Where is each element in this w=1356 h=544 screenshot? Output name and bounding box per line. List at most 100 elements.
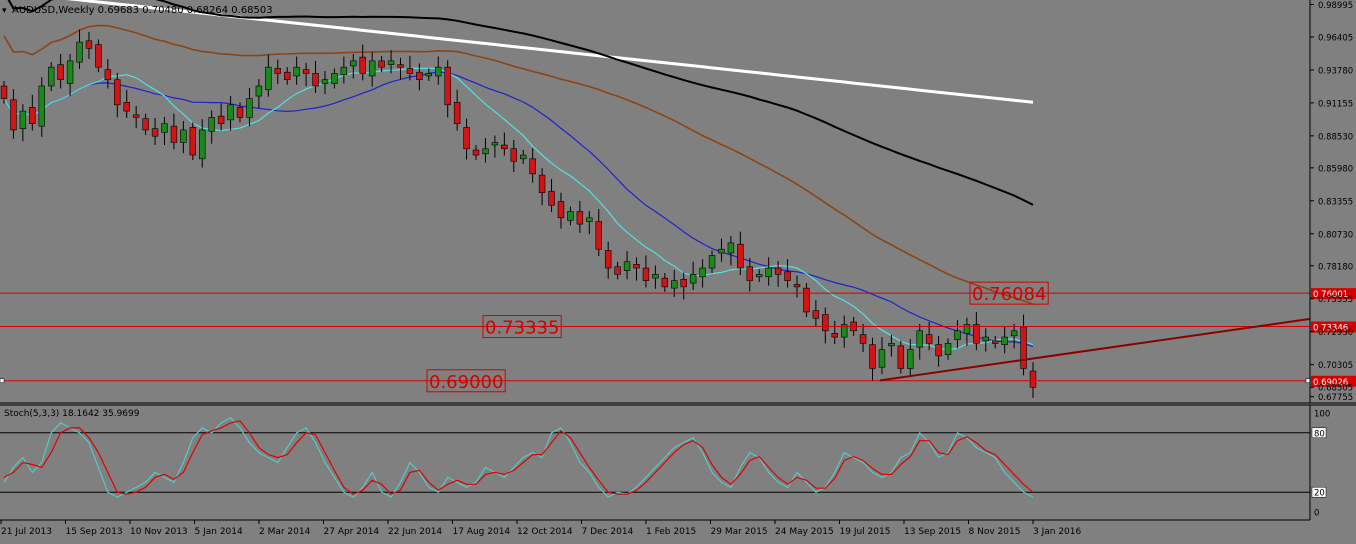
candle-body [1010, 330, 1018, 337]
candle-body [57, 64, 64, 81]
stoch-tick-label: 20 [1314, 489, 1325, 499]
candle-body [293, 66, 300, 77]
level-axis-value: 0.76001 [1313, 290, 1348, 300]
menu-marker-icon[interactable]: ▾ [2, 6, 7, 16]
candle-body [491, 142, 499, 146]
candle-body [586, 217, 593, 222]
candle-body [236, 107, 244, 118]
candle-body [671, 280, 678, 289]
level-label-box [969, 281, 1049, 305]
candle-body [265, 66, 272, 91]
candle-body [803, 287, 810, 313]
candle-body [397, 64, 404, 68]
candle-body [378, 60, 385, 68]
y-tick-label: 0.85980 [1318, 164, 1353, 174]
candle-body [604, 250, 612, 269]
candle-body [973, 324, 980, 344]
candle-body [444, 66, 451, 106]
level-axis-tag [1311, 375, 1356, 387]
x-tick-label: 12 Oct 2014 [517, 527, 573, 537]
candle-body [680, 279, 687, 288]
stoch-header: Stoch(5,3,3) 18.1642 35.9699 [4, 409, 140, 419]
candle-body [482, 148, 489, 155]
candle-body [1020, 326, 1027, 369]
candle-body [208, 117, 215, 132]
candle-body [963, 324, 971, 334]
x-tick-label: 13 Sep 2015 [904, 527, 961, 537]
y-tick-label: 0.78180 [1318, 262, 1353, 272]
stoch-signal-line [3, 420, 1034, 495]
candle-body [661, 277, 669, 288]
candle-body [614, 266, 621, 275]
y-tick-label: 0.96405 [1318, 33, 1353, 43]
x-tick-label: 7 Dec 2014 [582, 527, 634, 537]
x-tick-label: 29 Mar 2015 [711, 527, 768, 537]
y-tick-label: 0.93780 [1318, 66, 1353, 76]
candle-body [576, 211, 584, 225]
x-tick-label: 17 Aug 2014 [453, 527, 511, 537]
candle-body [822, 314, 829, 332]
x-tick-label: 21 Jul 2013 [1, 527, 52, 537]
candle-body [519, 154, 527, 160]
y-tick-label: 0.80730 [1318, 230, 1353, 240]
candle-body [557, 201, 565, 219]
candle-body [652, 274, 659, 279]
y-tick-label: 0.67755 [1318, 393, 1353, 403]
candle-body [47, 66, 55, 87]
candle-body [38, 85, 45, 127]
y-tick-label: 0.75555 [1318, 295, 1353, 305]
candle-body [321, 79, 329, 84]
level-axis-tag [1311, 288, 1356, 300]
candle-body [227, 104, 234, 121]
chart-header: AUDUSD,Weekly 0.69683 0.70480 0.68264 0.… [12, 5, 273, 16]
x-tick-label: 1 Feb 2015 [646, 527, 696, 537]
stoch-main-line [3, 417, 1034, 498]
candle-body [123, 102, 130, 112]
x-tick-label: 24 May 2015 [775, 527, 834, 537]
candle-body [453, 102, 461, 124]
level-handle[interactable] [1305, 378, 1311, 384]
candle-body [982, 336, 990, 342]
candle-body [359, 56, 366, 74]
candle-body [501, 144, 508, 150]
stoch-tick-label: 80 [1314, 429, 1325, 439]
candle-body [538, 174, 546, 194]
candle-body [529, 158, 536, 175]
candle-body [472, 149, 480, 156]
candle-body [170, 125, 178, 143]
candle-body [548, 191, 555, 206]
candle-body [199, 129, 206, 160]
candle-body [66, 60, 74, 84]
ma-fast-line [3, 67, 1034, 351]
candle-body [161, 123, 168, 133]
level-handle[interactable] [0, 378, 5, 384]
candle-body [897, 345, 905, 369]
x-tick-label: 15 Sep 2013 [66, 527, 123, 537]
y-tick-label: 0.98995 [1318, 1, 1353, 11]
x-tick-label: 2 Mar 2014 [259, 527, 311, 537]
candle-body [756, 274, 763, 278]
support-trendline[interactable] [879, 317, 1311, 382]
candle-body [95, 44, 102, 68]
x-tick-label: 5 Jan 2014 [195, 527, 243, 537]
candle-body [878, 349, 886, 368]
candle-body [567, 211, 574, 221]
x-tick-label: 27 Apr 2014 [324, 527, 380, 537]
candle-body [689, 274, 697, 284]
candle-body [718, 248, 725, 254]
candle-body [85, 40, 93, 49]
candle-body [774, 267, 782, 275]
ma-slow-line [3, 24, 1034, 305]
x-tick-label: 22 Jun 2014 [388, 527, 442, 537]
level-axis-value: 0.73346 [1313, 324, 1348, 334]
candle-body [623, 261, 631, 271]
ma-longest-line [66, 0, 1034, 104]
y-tick-label: 0.70305 [1318, 361, 1353, 371]
candle-body [925, 334, 933, 344]
candle-body [331, 73, 338, 84]
candle-body [510, 148, 518, 162]
candle-body [425, 73, 433, 77]
y-tick-label: 0.68505 [1318, 384, 1353, 394]
